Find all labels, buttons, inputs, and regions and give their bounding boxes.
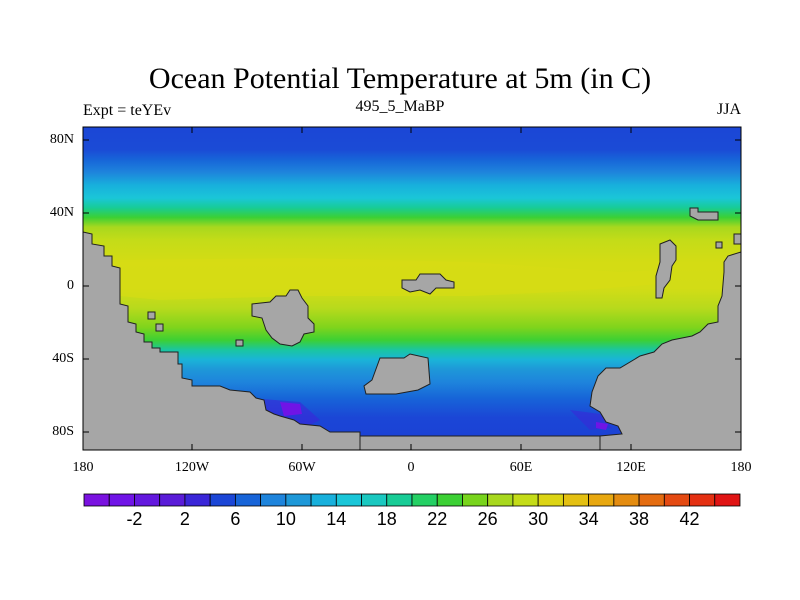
colorbar-label: 42 <box>679 509 700 529</box>
experiment-label: Expt = teYEv <box>83 102 172 119</box>
season-label: JJA <box>716 101 741 118</box>
colorbar-swatch <box>260 493 287 507</box>
land-east-island <box>655 239 677 299</box>
x-ticks <box>82 127 742 450</box>
x-label-120w: 120W <box>174 460 210 475</box>
y-ticks <box>83 139 741 433</box>
colorbar-swatch <box>310 493 337 507</box>
colorbar-swatch <box>537 493 564 507</box>
island-c <box>235 339 244 347</box>
colorbar-label: 6 <box>230 509 241 529</box>
x-label-180-left: 180 <box>72 460 94 475</box>
x-label-180-right: 180 <box>730 460 752 475</box>
y-label-80n: 80N <box>49 132 74 147</box>
island-d <box>715 241 723 249</box>
colorbar-swatch <box>234 493 262 507</box>
purple-spot-2 <box>596 422 608 430</box>
colorbar-swatch <box>714 493 741 507</box>
colorbar-swatch <box>285 493 312 507</box>
tropical-warm-band <box>120 258 660 300</box>
colorbar-label: 34 <box>578 509 599 529</box>
land-equatorial <box>401 273 455 295</box>
land-south-central <box>363 353 431 395</box>
colorbar-label: 10 <box>275 509 296 529</box>
x-label-120e: 120E <box>616 460 646 475</box>
colorbar-swatch <box>562 493 590 507</box>
colorbar-swatch <box>436 493 463 507</box>
colorbar-swatch <box>512 493 539 507</box>
colorbar-swatch <box>335 493 362 507</box>
colorbar-label: 14 <box>326 509 347 529</box>
island-a <box>147 311 156 320</box>
x-label-60e: 60E <box>509 460 533 475</box>
colorbar-swatch <box>689 493 716 507</box>
x-label-0: 0 <box>407 460 415 475</box>
colorbar-swatch <box>184 493 211 507</box>
colorbar-label: 38 <box>629 509 650 529</box>
colorbar-swatch <box>638 493 665 507</box>
y-label-0: 0 <box>67 278 74 293</box>
colorbar-swatch <box>386 493 413 507</box>
colorbar-label: -2 <box>126 509 143 529</box>
time-label: 495_5_MaBP <box>355 98 445 115</box>
y-label-40s: 40S <box>52 351 74 366</box>
land-central-west <box>251 289 315 347</box>
land-right <box>589 233 741 450</box>
colorbar <box>83 493 741 507</box>
colorbar-label: 18 <box>376 509 397 529</box>
colorbar-label: 30 <box>528 509 549 529</box>
land-left <box>83 231 361 450</box>
colorbar-swatch <box>588 493 615 507</box>
colorbar-swatch <box>134 493 161 507</box>
colorbar-swatch <box>108 493 135 507</box>
colorbar-swatch <box>487 493 514 507</box>
x-label-60w: 60W <box>288 460 316 475</box>
colorbar-label: 2 <box>179 509 190 529</box>
map-title: Ocean Potential Temperature at 5m (in C) <box>148 62 652 95</box>
purple-spot-1 <box>280 402 302 416</box>
colorbar-swatch <box>462 493 489 507</box>
colorbar-swatch <box>411 493 438 507</box>
y-label-80s: 80S <box>52 424 74 439</box>
land-north-east <box>689 207 719 221</box>
island-b <box>155 323 164 332</box>
plot-frame <box>82 126 742 451</box>
colorbar-swatch <box>663 493 690 507</box>
colorbar-swatch <box>361 493 388 507</box>
colorbar-label: 26 <box>477 509 498 529</box>
land-antarctic-strip <box>359 435 601 450</box>
colorbar-swatch <box>209 493 236 507</box>
colorbar-swatch <box>159 493 186 507</box>
colorbar-swatch <box>613 493 640 507</box>
y-label-40n: 40N <box>49 205 74 220</box>
colorbar-label: 22 <box>427 509 448 529</box>
colorbar-swatch <box>83 493 110 507</box>
